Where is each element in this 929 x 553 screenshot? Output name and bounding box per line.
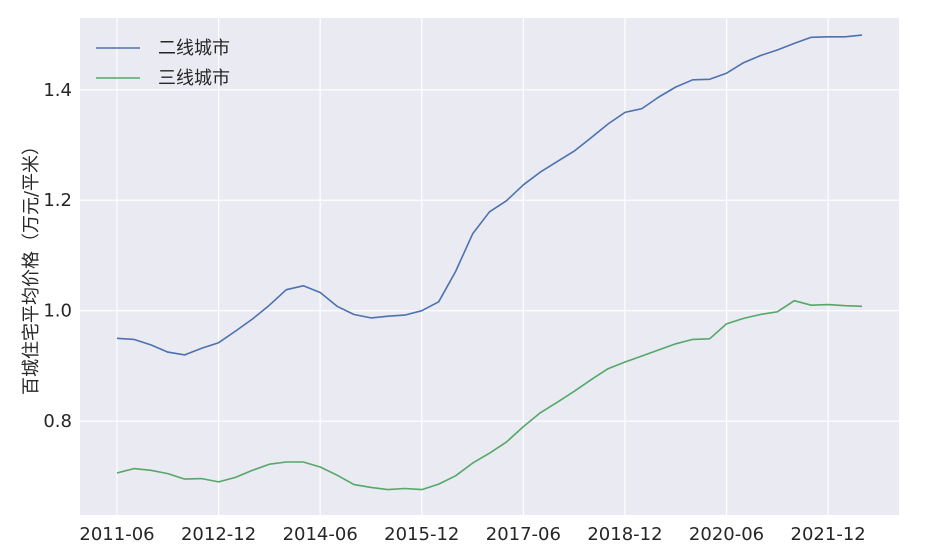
series-group bbox=[116, 34, 863, 491]
x-tick-label: 2014-06 bbox=[283, 524, 358, 545]
y-tick-label: 0.8 bbox=[43, 411, 72, 432]
grid bbox=[80, 18, 899, 515]
legend-label-1: 二线城市 bbox=[158, 38, 230, 59]
y-tick-label: 1.4 bbox=[43, 80, 72, 101]
x-tick-label: 2017-06 bbox=[486, 524, 561, 545]
x-tick-label: 2020-06 bbox=[689, 524, 764, 545]
series-line-1 bbox=[116, 34, 863, 356]
x-axis: 2011-06 2012-12 2014-06 2015-12 2017-06 2018-… bbox=[79, 524, 865, 545]
x-tick-label: 2011-06 bbox=[79, 524, 154, 545]
legend-label-2: 三线城市 bbox=[158, 68, 230, 89]
x-tick-label: 2012-12 bbox=[181, 524, 256, 545]
y-tick-label: 1.0 bbox=[43, 301, 72, 322]
y-axis: 0.8 1.0 1.2 1.4 bbox=[43, 80, 72, 432]
plot-background bbox=[80, 18, 899, 515]
x-tick-label: 2021-12 bbox=[791, 524, 866, 545]
x-tick-label: 2015-12 bbox=[384, 524, 459, 545]
x-tick-label: 2018-12 bbox=[587, 524, 662, 545]
series-line-2 bbox=[116, 299, 863, 491]
y-tick-label: 1.2 bbox=[43, 190, 72, 211]
y-axis-label: 百城住宅平均价格（万元/平米） bbox=[21, 137, 42, 395]
